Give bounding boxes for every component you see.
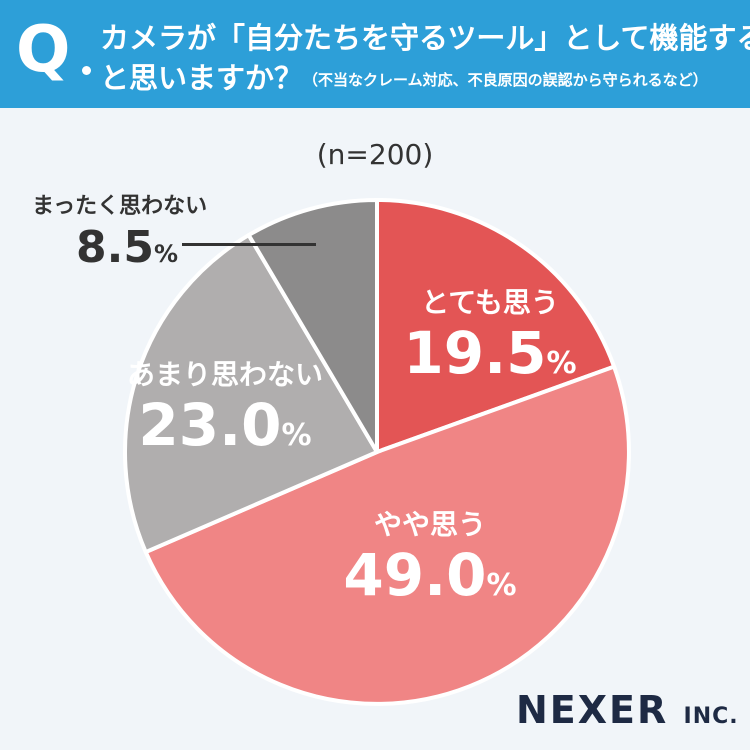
question-note: （不当なクレーム対応、不良原因の誤認から守られるなど）	[303, 71, 708, 89]
slice-totemo	[375, 198, 617, 454]
brand-name: NEXER	[516, 688, 669, 732]
slice-label-totemo: とても思う 19.5%	[400, 286, 580, 397]
slice-unit-amari: %	[281, 418, 312, 453]
slice-label-amari: あまり思わない 23.0%	[115, 358, 335, 469]
slice-amari	[123, 233, 379, 555]
slice-category-yaya: やや思う	[373, 508, 486, 541]
slice-unit-mattaku: %	[153, 240, 178, 268]
slice-value-number-yaya: 49.0	[343, 541, 487, 609]
leader-line-mattaku	[182, 243, 316, 246]
company-logo: NEXER INC.	[516, 688, 739, 732]
slice-value-number-totemo: 19.5	[403, 319, 547, 387]
slice-label-yaya: やや思う 49.0%	[330, 508, 530, 619]
slice-mattaku	[246, 198, 379, 454]
brand-suffix: INC.	[683, 704, 739, 729]
slice-value-totemo: 19.5%	[400, 320, 580, 397]
question-mark: Q	[16, 13, 71, 87]
slice-value-number-mattaku: 8.5	[76, 222, 154, 273]
question-text-line2: と思いますか？（不当なクレーム対応、不良原因の誤認から守られるなど）	[100, 60, 740, 98]
slice-category-totemo: とても思う	[421, 286, 559, 319]
slice-yaya	[143, 364, 631, 706]
question-mark-dot	[82, 66, 91, 75]
slice-unit-yaya: %	[486, 568, 517, 603]
slice-category-mattaku: まったく思わない	[32, 194, 208, 219]
slice-category-amari: あまり思わない	[126, 358, 323, 391]
slice-value-mattaku: 8.5%	[76, 222, 178, 280]
slice-value-amari: 23.0%	[115, 392, 335, 469]
sample-size: (n=200)	[316, 138, 434, 171]
question-text-line2-main: と思いますか？	[100, 61, 304, 95]
slice-unit-totemo: %	[546, 346, 577, 381]
slice-value-number-amari: 23.0	[138, 391, 282, 459]
question-text-line1: カメラが「自分たちを守るツール」として機能する	[100, 21, 750, 55]
question-header: Q カメラが「自分たちを守るツール」として機能する と思いますか？（不当なクレー…	[0, 0, 750, 108]
slice-value-yaya: 49.0%	[330, 542, 530, 619]
